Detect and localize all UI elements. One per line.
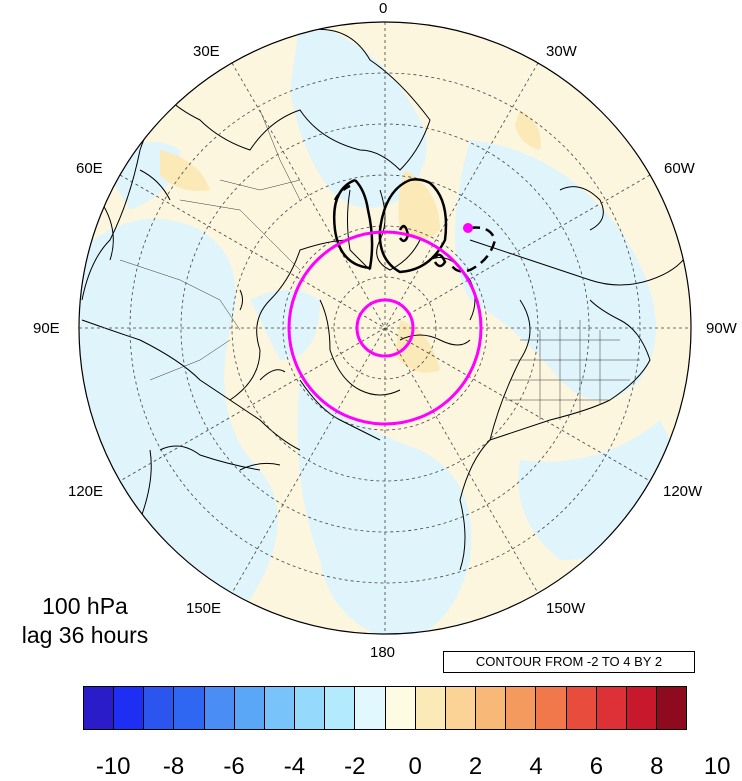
colorbar-box bbox=[355, 687, 386, 729]
inner-ring bbox=[355, 298, 415, 358]
lon-label-90w: 90W bbox=[706, 320, 737, 337]
lon-label-120e: 120E bbox=[68, 483, 104, 500]
outer-ring bbox=[287, 230, 483, 426]
colorbar bbox=[83, 686, 687, 730]
highlight-circles bbox=[287, 230, 483, 426]
colorbar-box bbox=[445, 687, 477, 729]
lag-label: lag 36 hours bbox=[21, 622, 149, 648]
lon-label-150e: 150E bbox=[186, 600, 222, 617]
colorbar-box bbox=[174, 687, 205, 729]
lon-label-180: 180 bbox=[370, 644, 396, 661]
colorbar-box bbox=[204, 687, 235, 729]
colorbar-box bbox=[385, 687, 416, 729]
lon-label-150w: 150W bbox=[546, 600, 586, 617]
colorbar-tick-label: -8 bbox=[162, 753, 185, 780]
colorbar-box bbox=[626, 687, 657, 729]
contour-info-box: CONTOUR FROM -2 TO 4 BY 2 bbox=[443, 651, 695, 673]
colorbar-box bbox=[536, 687, 567, 729]
colorbar-box bbox=[506, 687, 537, 729]
colorbar-tick-label: 0 bbox=[408, 753, 422, 780]
colorbar-box bbox=[656, 687, 687, 729]
lon-label-60e: 60E bbox=[76, 160, 103, 177]
colorbar-tick-label: 8 bbox=[650, 753, 664, 780]
contour-lines bbox=[332, 178, 497, 274]
colorbar-tick-label: -6 bbox=[223, 753, 245, 780]
colorbar-tick-label: -2 bbox=[344, 753, 366, 780]
lon-label-90e: 90E bbox=[33, 320, 60, 337]
marker-point bbox=[463, 223, 473, 233]
lon-label-60w: 60W bbox=[664, 160, 695, 177]
colorbar-tick-label: 4 bbox=[529, 753, 543, 780]
map-border bbox=[78, 21, 692, 635]
lon-label-30e: 30E bbox=[193, 43, 220, 60]
colorbar-box bbox=[325, 687, 356, 729]
lon-label-120w: 120W bbox=[663, 483, 703, 500]
colorbar-tick-label: -4 bbox=[283, 753, 306, 780]
colorbar-tick-label: 6 bbox=[589, 753, 604, 780]
colorbar-box bbox=[264, 687, 296, 729]
colorbar-box bbox=[234, 687, 265, 729]
colorbar-box bbox=[566, 687, 597, 729]
colorbar-tick-label: -10 bbox=[95, 753, 131, 780]
colorbar-box bbox=[295, 687, 326, 729]
colorbar-box bbox=[144, 687, 175, 729]
lon-label-0: 0 bbox=[379, 0, 388, 17]
colorbar-box bbox=[476, 687, 507, 729]
graticule bbox=[79, 22, 691, 634]
lon-label-30w: 30W bbox=[546, 43, 577, 60]
colorbar-box bbox=[84, 687, 115, 729]
coastlines bbox=[81, 28, 691, 571]
political-borders bbox=[119, 109, 640, 420]
colorbar-tick-label: 10 bbox=[703, 753, 731, 780]
colorbar-box bbox=[114, 687, 145, 729]
anomaly-field bbox=[80, 22, 691, 634]
colorbar-tick-label: 2 bbox=[468, 753, 483, 780]
pressure-level-label: 100 hPa bbox=[42, 593, 128, 619]
colorbar-box bbox=[596, 687, 627, 729]
colorbar-box bbox=[415, 687, 446, 729]
